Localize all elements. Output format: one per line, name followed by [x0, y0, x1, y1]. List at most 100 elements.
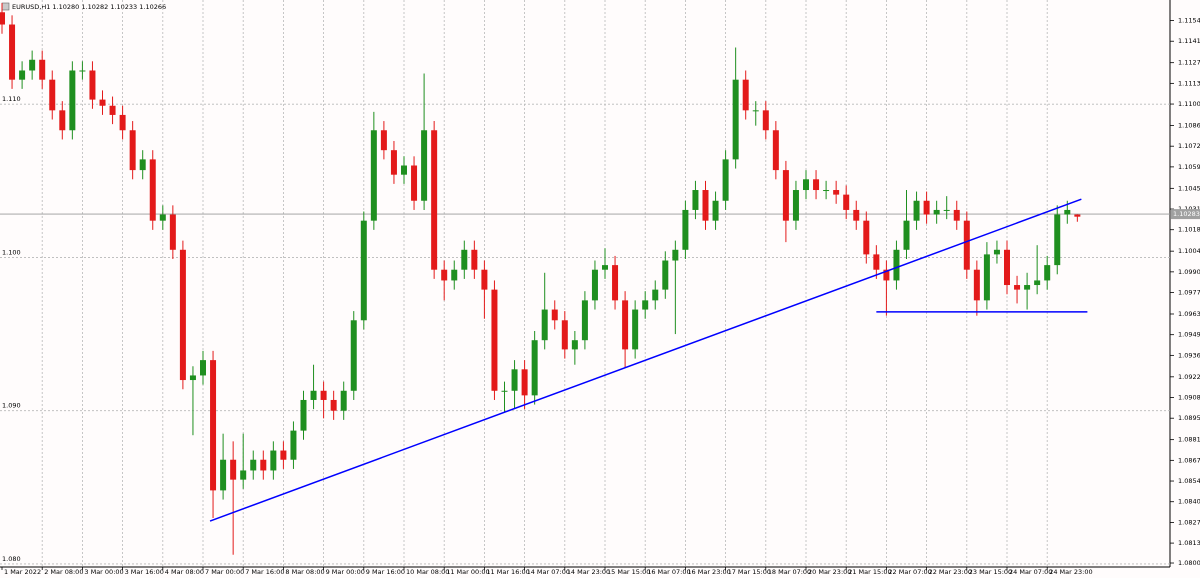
candle-body: [210, 360, 217, 491]
candle-body: [772, 130, 779, 171]
grid-level-label: 1.080: [2, 555, 21, 563]
candle-body: [129, 130, 136, 171]
candle-body: [89, 70, 96, 100]
candle-body: [591, 269, 598, 301]
candle-body: [732, 79, 739, 160]
candle-body: [491, 289, 498, 391]
y-tick-label: 1.08406: [1178, 498, 1200, 506]
candle-body: [310, 390, 317, 400]
candle-body: [159, 214, 166, 221]
y-tick-label: 1.09086: [1178, 394, 1200, 402]
x-tick-label: 2 Mar 08:00: [44, 568, 83, 576]
candle-body: [431, 130, 438, 270]
candle-body: [752, 110, 759, 112]
trendline: [209, 198, 1082, 522]
candle-body: [622, 300, 629, 350]
candle-body: [461, 249, 468, 270]
x-tick-label: 14 Mar 07:00: [527, 568, 570, 576]
candle-body: [652, 289, 659, 301]
candle-body: [803, 179, 809, 191]
candle-body: [712, 200, 719, 221]
candle-body: [531, 340, 538, 396]
candle-body: [602, 265, 608, 270]
candle-body: [370, 130, 377, 221]
candle-body: [632, 309, 639, 350]
x-tick-label: 14 Mar 23:00: [567, 568, 610, 576]
candle-body: [1014, 285, 1021, 290]
candle-body: [280, 450, 287, 460]
candle-body: [0, 12, 5, 25]
candle-body: [1034, 280, 1041, 286]
candle-body: [943, 209, 950, 211]
x-tick-label: 24 Mar 23:00: [1049, 568, 1092, 576]
x-tick-label: 8 Mar 08:00: [285, 568, 324, 576]
candle-body: [451, 269, 458, 281]
candle-body: [923, 200, 930, 215]
candle-body: [250, 459, 257, 471]
candle-body: [1004, 249, 1010, 286]
candle-body: [973, 269, 980, 301]
candle-body: [853, 209, 860, 221]
grid-level-label: 1.090: [2, 402, 21, 410]
candle-body: [441, 269, 448, 281]
candle-body: [481, 269, 488, 290]
candle-body: [692, 190, 699, 210]
candle-body: [79, 70, 86, 72]
candle-body: [953, 209, 960, 221]
candle-body: [340, 390, 347, 411]
candle-body: [1054, 214, 1061, 266]
candle-body: [230, 459, 237, 480]
grid-level-label: 1.110: [2, 95, 21, 103]
y-tick-label: 1.11136: [1178, 79, 1200, 87]
candle-body: [240, 470, 247, 480]
x-tick-label: 3 Mar 00:00: [84, 568, 123, 576]
candle-body: [320, 390, 327, 400]
y-tick-label: 1.11546: [1178, 17, 1200, 25]
candle-body: [99, 99, 106, 106]
candle-body: [913, 200, 920, 221]
candle-body: [782, 170, 789, 221]
candle-body: [220, 459, 227, 491]
candle-body: [993, 249, 1000, 255]
candle-body: [612, 265, 619, 301]
candle-body: [722, 159, 729, 201]
candle-body: [551, 309, 558, 321]
candle-body: [571, 340, 578, 350]
candle-body: [119, 114, 126, 131]
x-tick-label: 9 Mar 00:00: [326, 568, 365, 576]
candle-body: [39, 59, 46, 80]
candle-body: [833, 190, 840, 195]
y-tick-label: 1.08676: [1178, 456, 1200, 464]
grid-level-label: 1.100: [2, 248, 21, 256]
candle-body: [883, 269, 890, 281]
candle-body: [350, 320, 357, 391]
candle-body: [963, 220, 970, 270]
candle-body: [260, 459, 267, 471]
x-tick-label: 20 Mar 23:00: [808, 568, 851, 576]
candle-body: [69, 70, 76, 131]
candle-body: [471, 249, 478, 270]
y-tick-label: 1.09906: [1178, 268, 1200, 276]
candle-body: [983, 254, 990, 301]
candle-body: [1044, 265, 1051, 281]
x-tick-label: 18 Mar 07:00: [768, 568, 811, 576]
candle-body: [19, 70, 26, 80]
x-tick-label: 22 Mar 23:00: [929, 568, 972, 576]
candle-body: [29, 59, 36, 71]
candle-body: [792, 190, 799, 221]
